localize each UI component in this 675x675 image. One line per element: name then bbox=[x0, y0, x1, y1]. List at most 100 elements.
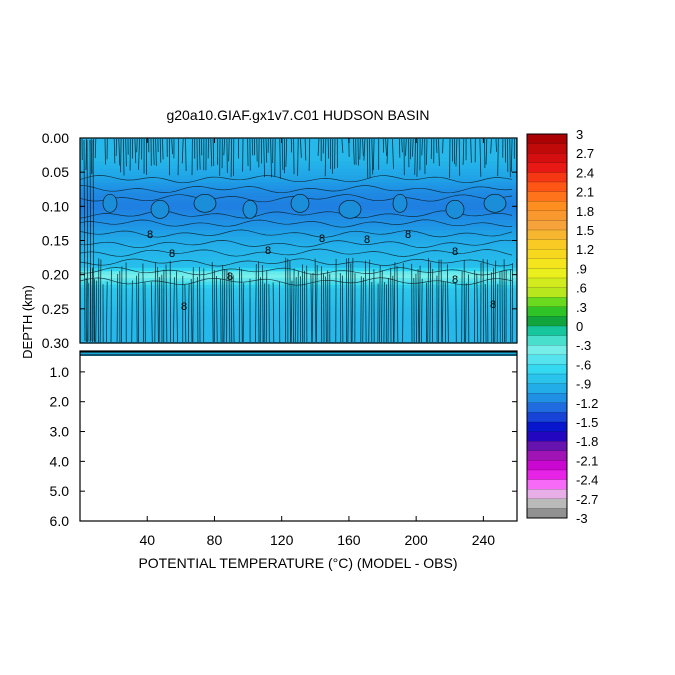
colorbar-label: -.9 bbox=[576, 377, 591, 392]
x-tick-label: 200 bbox=[404, 532, 428, 548]
colorbar-label: -2.4 bbox=[576, 473, 598, 488]
contour-line bbox=[211, 262, 214, 343]
colorbar-swatch bbox=[527, 508, 567, 519]
depth-band bbox=[80, 226, 517, 231]
contour-line bbox=[216, 276, 218, 343]
contour-line bbox=[387, 278, 389, 343]
colorbar-label: .9 bbox=[576, 261, 587, 276]
contour-line bbox=[123, 138, 125, 176]
contour-label: 8 bbox=[490, 299, 496, 311]
contour-label: 8 bbox=[169, 248, 175, 260]
depth-band bbox=[80, 182, 517, 187]
contour-label: 8 bbox=[452, 274, 458, 286]
contour-line bbox=[131, 280, 133, 343]
contour-line bbox=[314, 258, 317, 343]
contour-line bbox=[386, 138, 389, 164]
depth-band bbox=[80, 257, 517, 262]
contour-line bbox=[435, 138, 438, 153]
contour-line bbox=[79, 175, 513, 184]
depth-band bbox=[80, 223, 517, 228]
contour-line bbox=[171, 138, 173, 155]
colorbar-swatch bbox=[527, 450, 567, 461]
contour-label: 8 bbox=[265, 245, 271, 257]
contour-line bbox=[371, 138, 374, 175]
x-tick-label: 160 bbox=[337, 532, 361, 548]
colorbar-label: 3 bbox=[576, 127, 583, 142]
contour-line bbox=[85, 138, 87, 171]
contour-line bbox=[157, 267, 159, 343]
contour-loop bbox=[102, 193, 118, 213]
colorbar-swatch bbox=[527, 354, 567, 365]
colorbar-swatch bbox=[527, 431, 567, 442]
colorbar-swatch bbox=[527, 210, 567, 221]
colorbar: 3 2.7 2.4 2.1 1.8 1.5 1.2 .9 .6 .3 0 -.3 -.6 -.9 -1.2 -… bbox=[526, 127, 598, 526]
y-tick-label-lower: 5.0 bbox=[50, 483, 70, 499]
contour-line bbox=[230, 276, 233, 343]
contour-line bbox=[495, 138, 497, 152]
contour-line bbox=[353, 138, 355, 165]
contour-line bbox=[228, 272, 231, 343]
colorbar-swatch bbox=[527, 143, 567, 154]
contour-line bbox=[159, 138, 162, 163]
contour-line bbox=[265, 270, 268, 343]
depth-band bbox=[80, 264, 517, 269]
contour-line bbox=[223, 269, 226, 343]
colorbar-label: 1.5 bbox=[576, 223, 594, 238]
contour-line bbox=[120, 138, 122, 173]
contour-line bbox=[429, 262, 431, 343]
contour-line bbox=[392, 138, 394, 169]
depth-band bbox=[80, 230, 517, 235]
contour-line bbox=[79, 239, 513, 249]
colorbar-swatch bbox=[527, 326, 567, 336]
contour-line bbox=[134, 138, 137, 164]
lower-panel bbox=[79, 350, 518, 522]
contour-line bbox=[190, 279, 193, 343]
depth-band bbox=[80, 165, 517, 170]
contour-label: 8 bbox=[147, 229, 153, 241]
contour-line bbox=[263, 283, 266, 343]
x-axis-label: POTENTIAL TEMPERATURE (°C) (MODEL - OBS) bbox=[138, 555, 457, 571]
contour-line bbox=[440, 259, 443, 343]
contour-line bbox=[462, 138, 465, 165]
contour-line bbox=[289, 260, 291, 343]
depth-band bbox=[80, 161, 517, 166]
colorbar-swatch bbox=[527, 489, 567, 500]
contour-line bbox=[510, 138, 513, 172]
colorbar-label: -2.7 bbox=[576, 492, 598, 507]
contour-line bbox=[105, 281, 108, 343]
contour-line bbox=[281, 138, 284, 170]
contour-line bbox=[396, 265, 399, 343]
depth-band bbox=[80, 155, 517, 160]
colorbar-swatch bbox=[527, 191, 567, 202]
x-tick-label: 120 bbox=[270, 532, 294, 548]
contour-line bbox=[198, 138, 201, 170]
contour-line bbox=[265, 138, 268, 163]
colorbar-swatch bbox=[527, 230, 567, 240]
contour-line bbox=[362, 138, 364, 157]
contour-line bbox=[92, 139, 95, 342]
colorbar-swatch bbox=[527, 220, 567, 231]
contour-line bbox=[380, 270, 383, 343]
contour-line bbox=[385, 138, 387, 156]
contour-line bbox=[415, 273, 417, 343]
contour-line bbox=[155, 138, 157, 166]
contour-line bbox=[419, 265, 421, 343]
contour-line bbox=[465, 283, 467, 343]
colorbar-label: 0 bbox=[576, 319, 583, 334]
depth-band bbox=[80, 189, 517, 194]
colorbar-swatch bbox=[527, 364, 567, 375]
contour-line bbox=[412, 138, 414, 157]
contour-line bbox=[99, 259, 102, 343]
depth-band bbox=[80, 247, 517, 252]
depth-band bbox=[80, 254, 517, 259]
colorbar-swatch bbox=[527, 470, 567, 480]
y-tick-label-upper: 0.15 bbox=[42, 233, 69, 249]
contour-line bbox=[212, 138, 215, 166]
colorbar-swatch bbox=[527, 335, 567, 346]
contour-line bbox=[210, 138, 213, 167]
contour-line bbox=[79, 185, 513, 194]
y-tick-label-lower: 6.0 bbox=[50, 513, 70, 529]
colorbar-swatch bbox=[527, 134, 567, 144]
contour-line bbox=[401, 138, 403, 153]
